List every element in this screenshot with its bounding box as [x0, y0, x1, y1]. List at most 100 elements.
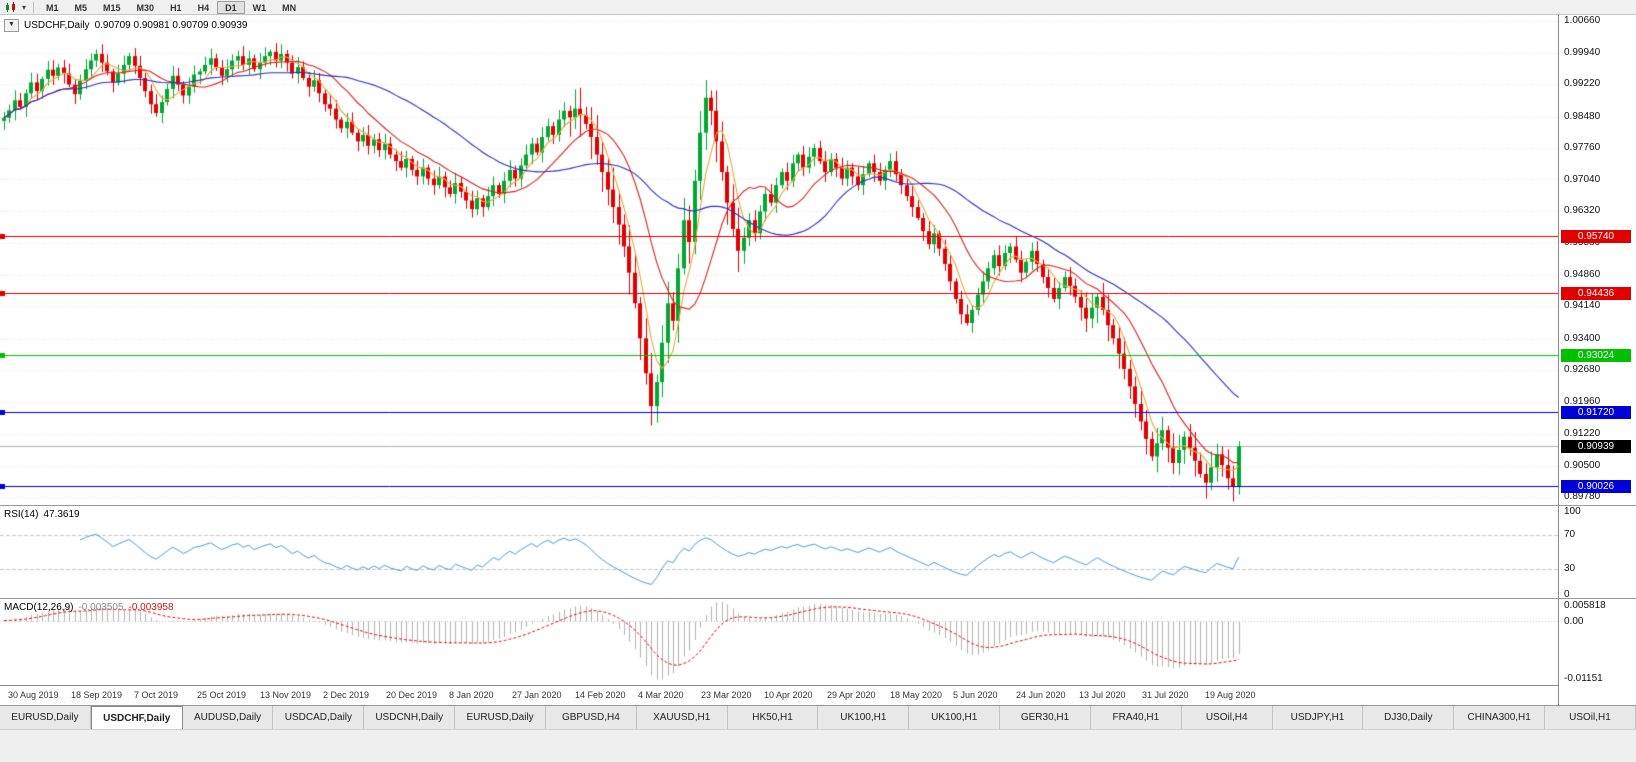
chart-tab-ger30-h1[interactable]: GER30,H1: [1000, 706, 1091, 729]
rsi-title: RSI(14) 47.3619: [4, 509, 80, 520]
chart-title-ohlc: 0.90709 0.90981 0.90709 0.90939: [94, 20, 248, 31]
price-chart-canvas[interactable]: [0, 15, 1558, 505]
chart-area: ▼ USDCHF,Daily 0.90709 0.90981 0.90709 0…: [0, 15, 1636, 705]
chart-tab-audusd-daily[interactable]: AUDUSD,Daily: [182, 706, 274, 729]
rsi-value: 47.3619: [43, 509, 80, 520]
rsi-panel-canvas[interactable]: [0, 506, 1558, 598]
chart-tab-eurusd-daily[interactable]: EURUSD,Daily: [0, 706, 91, 729]
chart-tab-dj30-daily[interactable]: DJ30,Daily: [1363, 706, 1455, 729]
date-label: 27 Jan 2020: [512, 690, 562, 700]
chart-title: ▼ USDCHF,Daily 0.90709 0.90981 0.90709 0…: [4, 19, 248, 32]
price-axis-label: 0.91220: [1564, 428, 1601, 440]
timeframe-button-w1[interactable]: W1: [252, 2, 267, 13]
timeframe-buttons: M1 M5 M15 M30 H1 H4 D1 W1 MN: [38, 0, 304, 14]
timeframe-button-m5[interactable]: M5: [74, 2, 88, 13]
timeframe-button-m30[interactable]: M30: [136, 2, 155, 13]
rsi-axis-label: 0: [1564, 589, 1570, 600]
chart-title-symbol: USDCHF,Daily: [24, 20, 90, 31]
date-axis: 30 Aug 2019 18 Sep 2019 7 Oct 2019 25 Oct 2…: [0, 685, 1558, 705]
chart-tab-uk100-h1[interactable]: UK100,H1: [818, 706, 910, 729]
price-line-tag[interactable]: 0.90026: [1561, 480, 1631, 493]
chart-tab-usdchf-daily[interactable]: USDCHF,Daily: [90, 706, 183, 729]
chart-tab-usoil-h4[interactable]: USOil,H4: [1181, 706, 1273, 729]
chart-tab-usdjpy-h1[interactable]: USDJPY,H1: [1272, 706, 1364, 729]
date-label: 31 Jul 2020: [1142, 690, 1189, 700]
date-label: 20 Dec 2019: [386, 690, 438, 700]
rsi-axis-label: 30: [1564, 563, 1576, 575]
macd-axis-label-zero: 0.00: [1564, 615, 1584, 627]
date-label: 19 Aug 2020: [1205, 690, 1256, 700]
date-label: 13 Jul 2020: [1079, 690, 1126, 700]
date-label: 29 Apr 2020: [827, 690, 876, 700]
macd-panel-canvas[interactable]: [0, 599, 1558, 685]
status-bar: [0, 729, 1636, 762]
price-axis-label: 0.90500: [1564, 459, 1601, 471]
date-label: 23 Mar 2020: [701, 690, 752, 700]
panel-splitter-macd[interactable]: [0, 598, 1636, 599]
date-label: 14 Feb 2020: [575, 690, 626, 700]
rsi-axis-label: 70: [1564, 528, 1576, 540]
date-label: 10 Apr 2020: [764, 690, 813, 700]
chart-tab-hk50-h1[interactable]: HK50,H1: [727, 706, 819, 729]
chart-tab-eurusd-daily[interactable]: EURUSD,Daily: [455, 706, 546, 729]
price-axis-label: 0.98480: [1564, 110, 1601, 122]
price-axis-label: 0.94860: [1564, 268, 1601, 280]
price-axis-label: 0.96320: [1564, 205, 1601, 216]
date-label: 13 Nov 2019: [260, 690, 312, 700]
chart-tab-usdcnh-daily[interactable]: USDCNH,Daily: [364, 706, 456, 729]
rsi-label: RSI(14): [4, 509, 39, 520]
date-label: 18 May 2020: [890, 690, 943, 700]
panel-splitter-rsi[interactable]: [0, 505, 1636, 506]
price-axis-label: 0.94140: [1564, 300, 1601, 312]
chart-tab-uk100-h1[interactable]: UK100,H1: [909, 706, 1001, 729]
chart-tab-gbpusd-h4[interactable]: GBPUSD,H4: [545, 706, 637, 729]
timeframe-button-mn[interactable]: MN: [282, 2, 297, 13]
chart-tab-china300-h1[interactable]: CHINA300,H1: [1454, 706, 1546, 729]
chart-tab-usoil-h1[interactable]: USOil,H1: [1545, 706, 1636, 729]
date-label: 7 Oct 2019: [134, 690, 179, 700]
price-line-tag[interactable]: 0.94436: [1561, 287, 1631, 300]
date-label: 25 Oct 2019: [197, 690, 247, 700]
chart-tab-xauusd-h1[interactable]: XAUUSD,H1: [636, 706, 728, 729]
price-line-tag[interactable]: 0.91720: [1561, 406, 1631, 419]
date-label: 30 Aug 2019: [8, 690, 59, 700]
collapse-button[interactable]: ▼: [4, 19, 19, 32]
timeframe-button-h4[interactable]: H4: [197, 2, 210, 13]
price-axis-strip: 1.00660 0.99940 0.99220 0.98480 0.97760 0.970…: [1558, 15, 1636, 705]
current-price-tag: 0.90939: [1561, 440, 1631, 453]
price-axis-label: 0.91960: [1564, 395, 1601, 407]
toolbar-divider: [33, 1, 34, 13]
candlestick-chart-icon[interactable]: [3, 1, 19, 14]
rsi-axis-label: 100: [1564, 506, 1581, 517]
price-line-tag[interactable]: 0.95740: [1561, 230, 1631, 243]
price-axis-label: 1.00660: [1564, 15, 1601, 27]
macd-axis-label-bottom: -0.01151: [1564, 673, 1603, 684]
top-toolbar: ▾ M1 M5 M15 M30 H1 H4 D1 W1 MN: [0, 0, 1636, 15]
date-label: 8 Jan 2020: [449, 690, 494, 700]
date-label: 18 Sep 2019: [71, 690, 123, 700]
timeframe-button-m1[interactable]: M1: [46, 2, 59, 13]
price-line-tag[interactable]: 0.93024: [1561, 349, 1631, 362]
macd-main-value: -0.003505: [78, 602, 124, 613]
price-axis-label: 0.97760: [1564, 142, 1601, 153]
chevron-down-icon[interactable]: ▾: [21, 2, 26, 12]
price-axis-label: 0.92680: [1564, 364, 1601, 376]
timeframe-button-d1[interactable]: D1: [217, 0, 245, 14]
chart-tab-usdcad-daily[interactable]: USDCAD,Daily: [273, 706, 365, 729]
date-label: 2 Dec 2019: [323, 690, 370, 700]
date-label: 4 Mar 2020: [638, 690, 684, 700]
timeframe-button-m15[interactable]: M15: [103, 2, 121, 13]
chart-tabs-bar: EURUSD,Daily USDCHF,Daily AUDUSD,Daily USDC…: [0, 705, 1636, 729]
macd-signal-value: -0.003958: [128, 602, 174, 613]
chart-tab-fra40-h1[interactable]: FRA40,H1: [1090, 706, 1182, 729]
price-axis-label: 0.89780: [1564, 491, 1601, 503]
macd-label: MACD(12,26,9): [4, 602, 74, 613]
macd-title: MACD(12,26,9) -0.003505 -0.003958: [4, 602, 174, 613]
timeframe-button-h1[interactable]: H1: [170, 2, 182, 13]
macd-axis-label-top: 0.005818: [1564, 600, 1606, 611]
price-axis-label: 0.97040: [1564, 173, 1601, 185]
price-axis-label: 0.99940: [1564, 46, 1601, 58]
price-axis-label: 0.99220: [1564, 78, 1601, 90]
candlestick-glyph: [6, 1, 15, 12]
